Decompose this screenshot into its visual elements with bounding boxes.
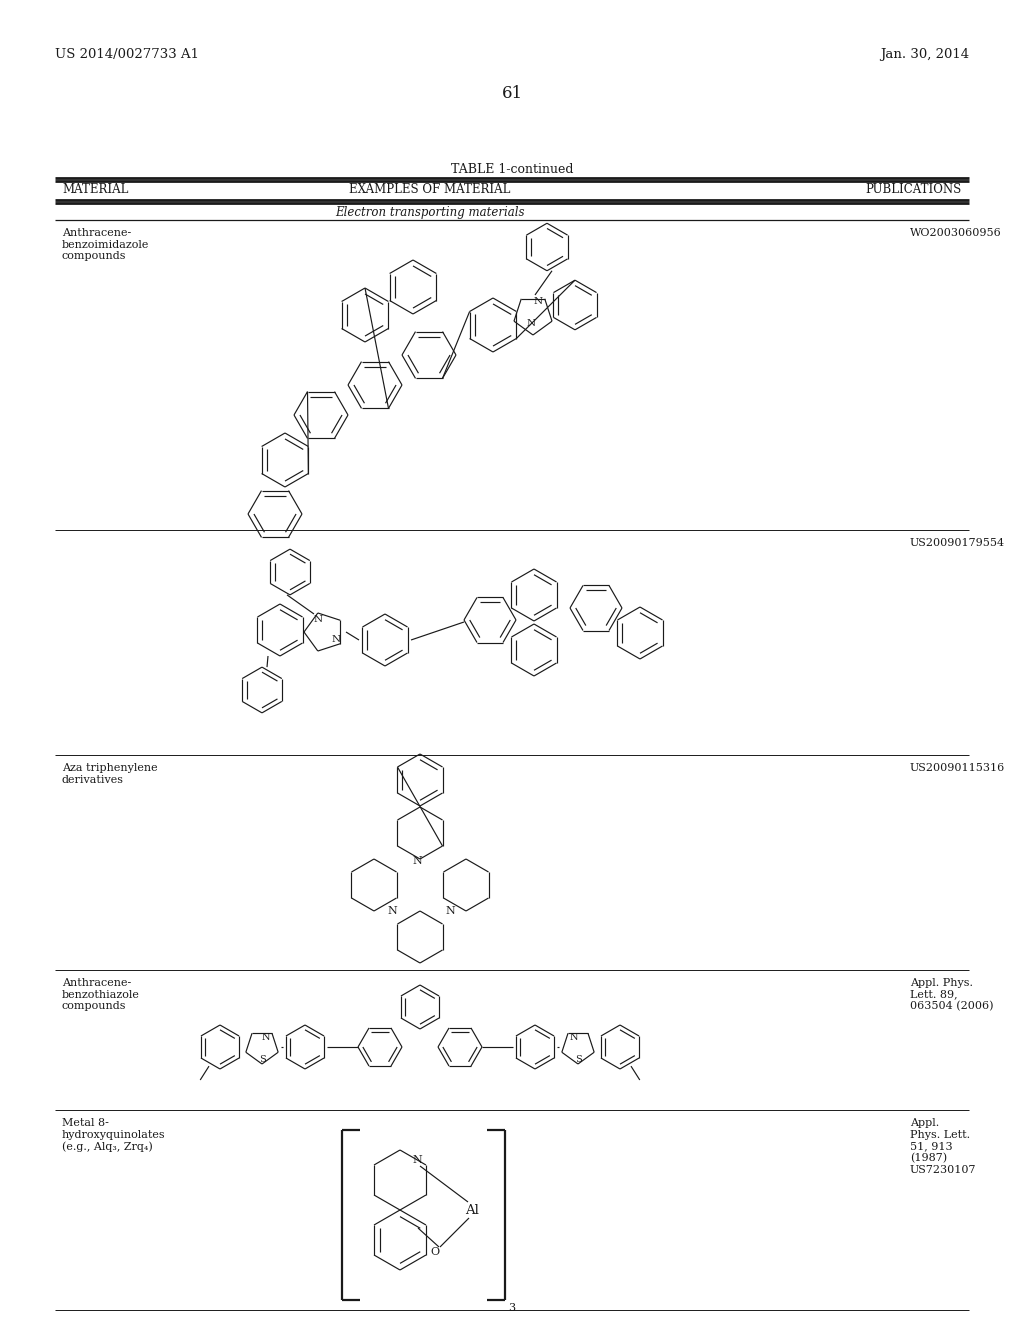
- Text: Anthracene-
benzothiazole
compounds: Anthracene- benzothiazole compounds: [62, 978, 140, 1011]
- Text: N: N: [412, 1155, 422, 1166]
- Text: Electron transporting materials: Electron transporting materials: [335, 206, 524, 219]
- Text: N: N: [526, 318, 536, 327]
- Text: WO2003060956: WO2003060956: [910, 228, 1001, 238]
- Text: 61: 61: [502, 84, 522, 102]
- Text: US20090179554: US20090179554: [910, 539, 1006, 548]
- Text: EXAMPLES OF MATERIAL: EXAMPLES OF MATERIAL: [349, 183, 511, 195]
- Text: S: S: [259, 1055, 265, 1064]
- Text: Al: Al: [465, 1204, 479, 1217]
- Text: N: N: [569, 1032, 579, 1041]
- Text: PUBLICATIONS: PUBLICATIONS: [865, 183, 962, 195]
- Text: US 2014/0027733 A1: US 2014/0027733 A1: [55, 48, 199, 61]
- Text: US20090115316: US20090115316: [910, 763, 1006, 774]
- Text: Jan. 30, 2014: Jan. 30, 2014: [880, 48, 969, 61]
- Text: Anthracene-
benzoimidazole
compounds: Anthracene- benzoimidazole compounds: [62, 228, 150, 261]
- Text: MATERIAL: MATERIAL: [62, 183, 128, 195]
- Text: N: N: [313, 615, 323, 624]
- Text: N: N: [332, 635, 341, 644]
- Text: N: N: [534, 297, 543, 305]
- Text: N: N: [262, 1032, 270, 1041]
- Text: 3: 3: [508, 1303, 515, 1313]
- Text: Appl. Phys.
Lett. 89,
063504 (2006): Appl. Phys. Lett. 89, 063504 (2006): [910, 978, 993, 1011]
- Text: Metal 8-
hydroxyquinolates
(e.g., Alq₃, Zrq₄): Metal 8- hydroxyquinolates (e.g., Alq₃, …: [62, 1118, 166, 1152]
- Text: Appl.
Phys. Lett.
51, 913
(1987)
US7230107: Appl. Phys. Lett. 51, 913 (1987) US72301…: [910, 1118, 977, 1175]
- Text: S: S: [574, 1055, 582, 1064]
- Text: TABLE 1-continued: TABLE 1-continued: [451, 162, 573, 176]
- Text: N: N: [445, 906, 455, 916]
- Text: N: N: [412, 855, 422, 866]
- Text: O: O: [430, 1247, 439, 1257]
- Text: N: N: [387, 906, 397, 916]
- Text: Aza triphenylene
derivatives: Aza triphenylene derivatives: [62, 763, 158, 784]
